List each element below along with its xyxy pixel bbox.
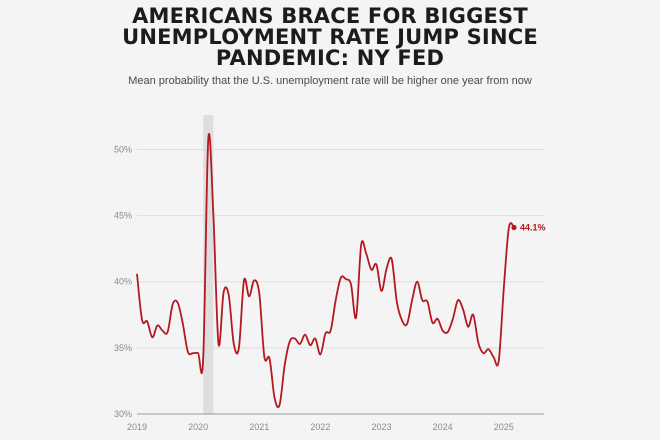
chart-subtitle: Mean probability that the U.S. unemploym… <box>128 75 532 87</box>
shaded-region <box>203 115 214 414</box>
y-tick-label: 50% <box>114 144 132 154</box>
end-value-label: 44.1% <box>520 222 546 232</box>
x-tick-label: 2020 <box>188 422 208 432</box>
end-point <box>511 224 517 231</box>
y-tick-label: 30% <box>114 409 132 419</box>
x-tick-label: 2024 <box>433 422 453 432</box>
y-tick-label: 35% <box>114 343 132 353</box>
x-tick-label: 2023 <box>372 422 392 432</box>
series-line <box>136 133 515 409</box>
title-line-3: PANDEMIC: NY FED <box>215 46 445 70</box>
title-line-2: UNEMPLOYMENT RATE JUMP SINCE <box>122 25 538 49</box>
x-tick-label: 2021 <box>249 422 269 432</box>
chart-title: AMERICANS BRACE FOR BIGGEST UNEMPLOYMENT… <box>0 6 660 69</box>
x-tick-label: 2025 <box>494 422 514 432</box>
y-tick-label: 45% <box>114 211 132 221</box>
y-tick-label: 40% <box>114 277 132 287</box>
x-tick-label: 2022 <box>310 422 330 432</box>
x-tick-label: 2019 <box>127 422 147 432</box>
title-line-1: AMERICANS BRACE FOR BIGGEST <box>132 4 528 28</box>
